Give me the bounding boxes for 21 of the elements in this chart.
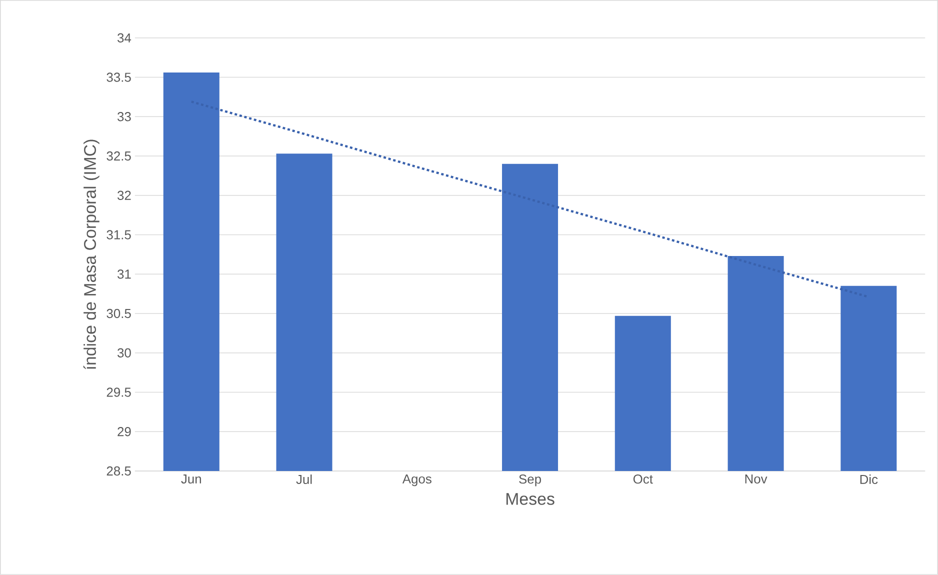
y-tick-label: 34 xyxy=(118,33,132,43)
x-tick-label: Jul xyxy=(296,474,312,484)
y-tick-label: 30 xyxy=(118,348,131,358)
y-tick-label: 33 xyxy=(118,112,131,122)
x-tick-label: Dic xyxy=(860,474,878,484)
y-tick-label: 29.5 xyxy=(106,388,131,397)
x-axis-title: Meses xyxy=(506,493,554,505)
y-tick-label: 32.5 xyxy=(106,151,131,161)
y-tick-label: 32 xyxy=(118,190,131,200)
x-tick-label: Nov xyxy=(745,474,768,484)
y-tick-label: 31.5 xyxy=(106,230,131,240)
x-tick-label: Oct xyxy=(633,474,653,484)
y-tick-label: 31 xyxy=(118,270,131,279)
x-tick-label: Jun xyxy=(181,474,201,484)
y-axis-title: índice de Masa Corporal (IMC) xyxy=(83,140,100,370)
y-tick-label: 28.5 xyxy=(106,466,131,476)
x-tick-label: Sep xyxy=(519,474,541,486)
y-tick-label: 29 xyxy=(118,427,131,436)
x-tick-label: Agos xyxy=(402,474,432,486)
y-tick-label: 30.5 xyxy=(106,308,131,318)
y-tick-label: 33.5 xyxy=(106,72,131,82)
